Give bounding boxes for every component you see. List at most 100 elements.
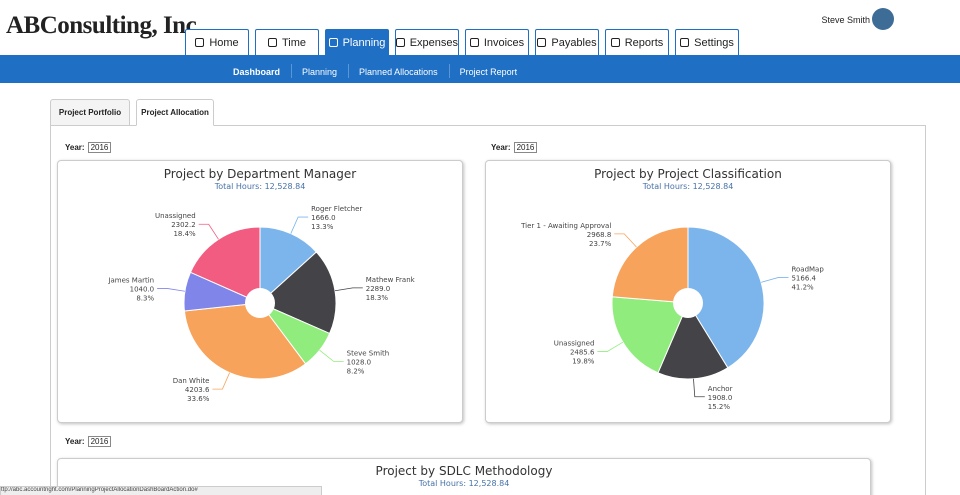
connector: [157, 288, 185, 292]
logo[interactable]: ABConsulting, Inc.: [6, 12, 202, 39]
separator: [448, 64, 450, 78]
data-label: 15.2%: [708, 403, 731, 411]
tab-label[interactable]: Invoices: [483, 36, 525, 49]
year-selector: Year: 2016: [491, 142, 538, 153]
separator: [291, 64, 293, 78]
data-label: 19.8%: [572, 357, 595, 365]
data-label: 5166.4: [791, 274, 816, 282]
data-label: Roger Fletcher: [311, 205, 362, 213]
data-label: RoadMap: [791, 265, 824, 273]
separator: [348, 64, 350, 78]
tab-icon: [195, 38, 205, 47]
data-label: 23.7%: [589, 240, 612, 248]
data-label: 1028.0: [347, 358, 372, 366]
year-dropdown[interactable]: 2016: [87, 436, 112, 447]
tab-icon: [680, 38, 690, 47]
data-label: Mathew Frank: [366, 276, 416, 284]
nav-tab[interactable]: Home: [185, 29, 249, 55]
connector: [597, 341, 624, 352]
tab-icon: [537, 38, 547, 47]
tab-label[interactable]: Time: [281, 36, 307, 49]
tab-icon: [469, 38, 479, 47]
chart-subtitle: Total Hours: 12,528.84: [418, 479, 510, 488]
page-tab[interactable]: Project Portfolio: [50, 99, 130, 126]
data-label: 41.2%: [791, 283, 814, 291]
year-selector: Year: 2016: [65, 436, 112, 447]
nav-tab[interactable]: Settings: [675, 29, 739, 55]
sub-nav-item[interactable]: Dashboard: [233, 67, 281, 77]
data-label: 8.3%: [136, 294, 154, 302]
nav-tab[interactable]: Reports: [605, 29, 669, 55]
year-label: Year:: [65, 437, 85, 446]
data-label: Unassigned: [155, 212, 196, 220]
pie-hole: [673, 288, 703, 318]
nav-tab[interactable]: Time: [255, 29, 319, 55]
tab-icon: [328, 38, 338, 47]
connector: [693, 378, 705, 398]
chart-title: Project by Project Classification: [594, 167, 782, 181]
chart-title: Project by SDLC Methodology: [376, 464, 553, 478]
pie-slice: [183, 302, 307, 380]
content-panel: [50, 125, 926, 495]
data-label: 2302.2: [171, 221, 196, 229]
connector: [212, 372, 230, 390]
pie-slice: [189, 226, 261, 304]
data-label: Anchor: [708, 385, 733, 393]
tab-label[interactable]: Payables: [551, 36, 597, 49]
data-label: 1040.0: [130, 285, 155, 293]
data-label: 18.4%: [173, 230, 196, 238]
year-label: Year:: [65, 143, 85, 152]
page-tab[interactable]: Project Allocation: [136, 99, 214, 126]
data-label: 2968.8: [587, 231, 612, 239]
connector: [334, 287, 363, 292]
connector: [198, 223, 219, 240]
data-label: 18.3%: [366, 294, 389, 302]
year-label: Year:: [491, 143, 511, 152]
sub-nav-item[interactable]: Project Report: [459, 67, 518, 77]
nav-tab[interactable]: Planning: [325, 29, 389, 55]
data-label: Steve Smith: [347, 349, 390, 357]
pie-slice: [611, 296, 689, 374]
data-label: 2289.0: [366, 285, 391, 293]
year-dropdown[interactable]: 2016: [87, 142, 112, 153]
sub-nav-item[interactable]: Planned Allocations: [359, 67, 438, 77]
connector: [319, 349, 344, 362]
data-label: 4203.6: [185, 386, 210, 394]
chart-title: Project by Department Manager: [164, 167, 357, 181]
nav-tab[interactable]: Payables: [535, 29, 599, 55]
pie-slice: [687, 226, 765, 369]
tab-label[interactable]: Expenses: [409, 36, 458, 49]
tab-label[interactable]: Settings: [694, 36, 734, 49]
pie-slice: [259, 251, 337, 335]
user-name[interactable]: Steve Smith: [821, 15, 870, 25]
tab-icon: [610, 38, 620, 47]
data-label: 8.2%: [347, 367, 365, 375]
tab-icon: [396, 38, 405, 47]
connector: [290, 216, 309, 234]
pie-hole: [245, 288, 275, 318]
status-bar: ttp://abc.accountright.com/PlanningProje…: [0, 486, 322, 495]
pie-slice: [259, 226, 318, 305]
nav-tab[interactable]: Expenses: [395, 29, 459, 55]
sub-nav-bar: [0, 55, 960, 83]
tab-label[interactable]: Home: [209, 36, 239, 49]
data-label: 1666.0: [311, 214, 336, 222]
avatar[interactable]: [872, 8, 894, 30]
year-selector: Year: 2016: [65, 142, 112, 153]
connector: [761, 277, 789, 283]
data-label: 1908.0: [708, 394, 733, 402]
data-label: 13.3%: [311, 223, 334, 231]
tab-label[interactable]: Planning: [342, 36, 386, 49]
tab-label[interactable]: Reports: [624, 36, 664, 49]
data-label: 2485.6: [570, 348, 595, 356]
nav-tab[interactable]: Invoices: [465, 29, 529, 55]
chart-subtitle: Total Hours: 12,528.84: [214, 182, 306, 191]
data-label: James Martin: [107, 276, 154, 284]
year-dropdown[interactable]: 2016: [513, 142, 538, 153]
data-label: 33.6%: [187, 395, 210, 403]
sub-nav-item[interactable]: Planning: [302, 67, 338, 77]
data-label: Unassigned: [554, 339, 595, 347]
chart-subtitle: Total Hours: 12,528.84: [642, 182, 734, 191]
